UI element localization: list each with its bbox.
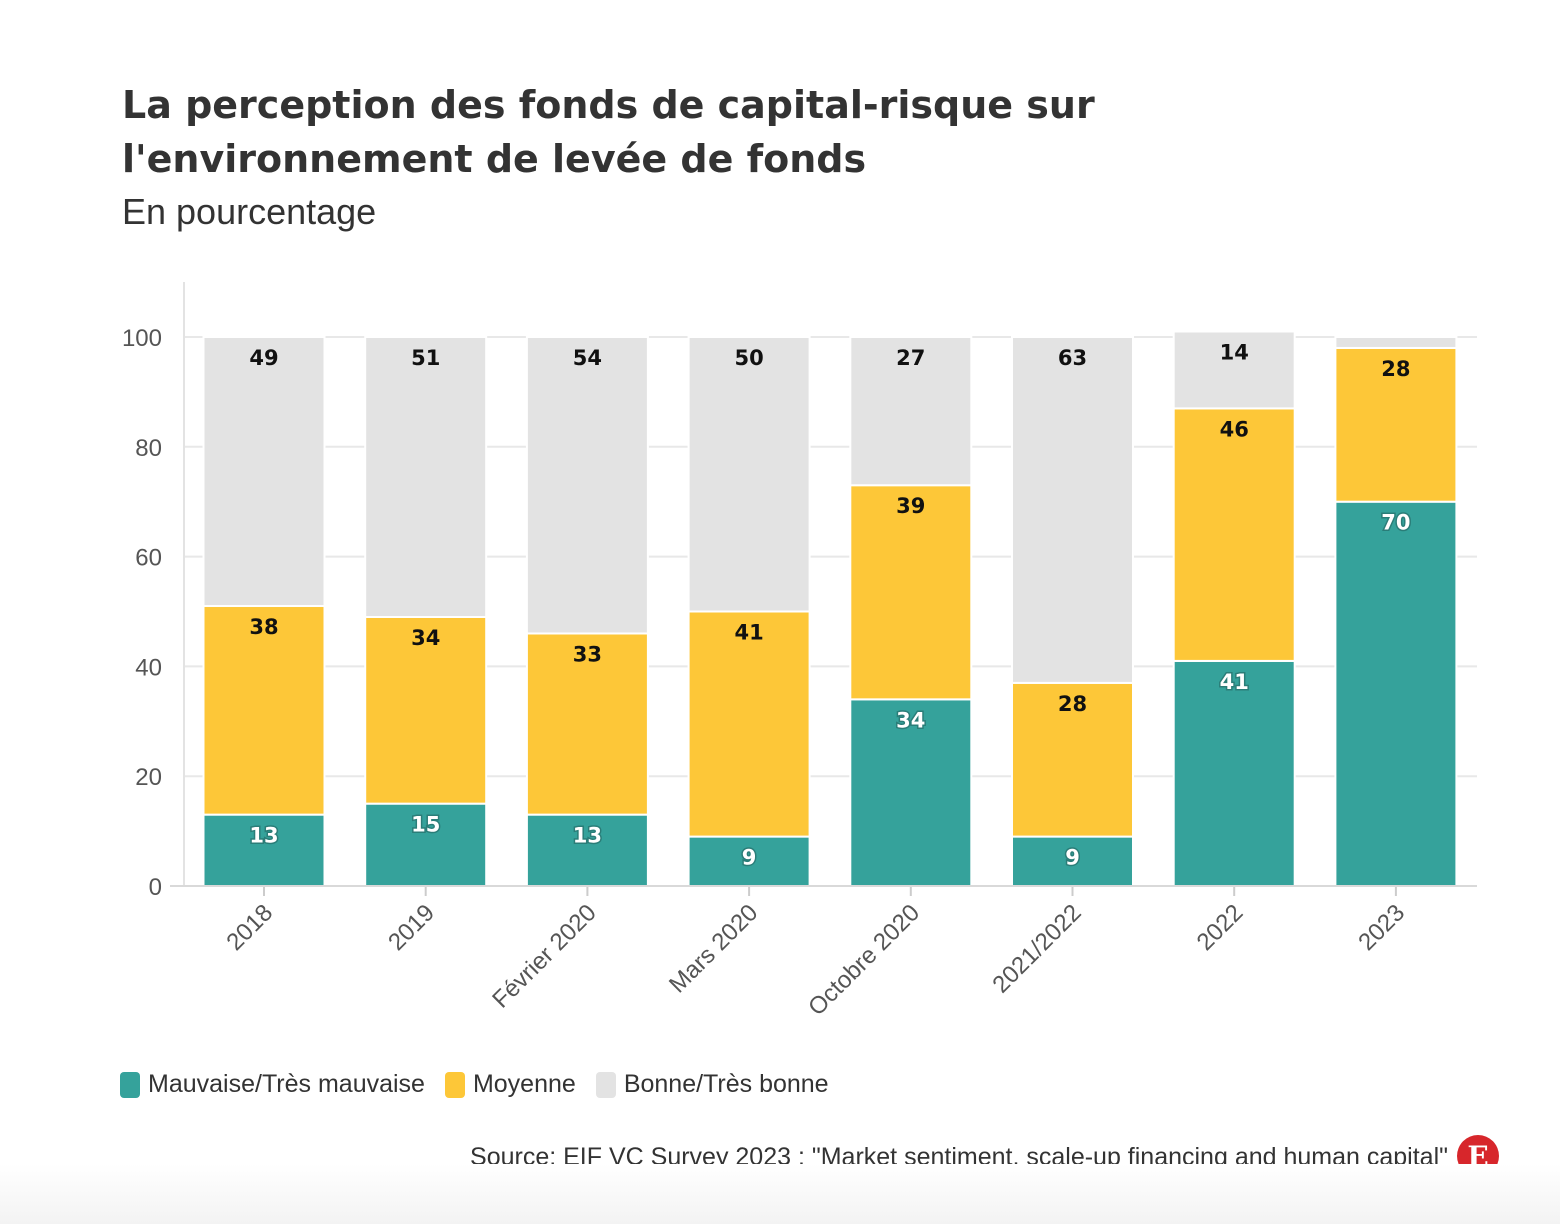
x-tick-label: Mars 2020	[664, 899, 763, 998]
bar-data-label: 70	[1381, 511, 1410, 535]
bar-segment	[1011, 336, 1134, 684]
bar-segment	[1172, 407, 1296, 662]
bar-data-label: 33	[573, 642, 602, 666]
bar-data-label: 34	[896, 708, 925, 732]
bar-segment	[525, 632, 649, 816]
bar-data-label: 38	[249, 615, 278, 639]
chart-title: La perception des fonds de capital-risqu…	[122, 83, 1095, 181]
bar-data-label: 41	[1220, 670, 1249, 694]
bar-data-label: 9	[742, 846, 757, 870]
bar-segment	[1334, 346, 1458, 503]
bar-segment	[1172, 659, 1296, 887]
bar-segment	[1011, 681, 1134, 838]
x-tick-label: Octobre 2020	[803, 899, 925, 1021]
legend-swatch-bonne	[595, 1071, 616, 1098]
legend-label-moyenne: Moyenne	[472, 1070, 576, 1098]
bar-segment	[1334, 500, 1458, 887]
bar-data-label: 14	[1220, 341, 1249, 365]
bar-segment	[687, 336, 811, 613]
bar-data-label: 13	[573, 824, 602, 848]
bar-data-label: 34	[411, 626, 440, 650]
y-tick-label: 0	[149, 874, 162, 901]
bar-data-label: 28	[1381, 357, 1410, 381]
bottom-fade	[0, 1164, 1560, 1224]
bar-data-label: 27	[896, 346, 925, 370]
y-tick-label: 40	[135, 654, 162, 681]
y-tick-label: 60	[135, 545, 162, 572]
bar-segment	[1172, 330, 1296, 410]
bar-segment	[525, 813, 649, 888]
x-tick-label: 2021/2022	[987, 899, 1086, 998]
legend-item-bonne[interactable]: Bonne/Très bonne	[595, 1070, 829, 1099]
x-tick-label: 2019	[383, 899, 440, 956]
bar-data-label: 28	[1058, 692, 1087, 716]
legend-item-moyenne[interactable]: Moyenne	[444, 1070, 576, 1099]
bar-segment	[687, 835, 811, 888]
legend-item-mauvaise[interactable]: Mauvaise/Très mauvaise	[120, 1070, 425, 1099]
x-tick-label: Février 2020	[487, 899, 601, 1013]
x-tick-label: 2022	[1192, 899, 1249, 956]
bar-data-label: 13	[249, 824, 278, 848]
legend-label-mauvaise: Mauvaise/Très mauvaise	[148, 1070, 425, 1098]
bar-segment	[364, 802, 488, 888]
bar-data-label: 41	[734, 621, 763, 645]
data-labels: 13 38 49 15 34 51 13 33 54 9 41 50 34 39 27 9 28 63 41 46 14…	[248, 341, 1412, 872]
bar-segment	[849, 698, 973, 887]
bar-data-label: 51	[411, 346, 440, 370]
bar-segment	[202, 336, 326, 608]
bar-data-label: 50	[734, 346, 763, 370]
y-tick-label: 20	[135, 764, 162, 791]
bar-data-label: 63	[1058, 346, 1087, 370]
x-tick-label: 2018	[221, 899, 278, 956]
stacked-bar-chart: 13 38 49 15 34 51 13 33 54 9 41 50 34 39 27 9 28 63 41 46 14…	[122, 282, 1477, 1021]
chart-subtitle: En pourcentage	[122, 191, 377, 232]
bar-segment	[849, 484, 973, 701]
bar-segment	[849, 336, 973, 487]
legend-swatch-moyenne	[444, 1071, 465, 1098]
bar-segment	[1334, 336, 1458, 349]
bar-data-label: 15	[411, 813, 440, 837]
bar-segment	[364, 336, 488, 618]
bar-segment	[525, 336, 649, 635]
legend-swatch-mauvaise	[120, 1071, 140, 1098]
bar-segment	[202, 605, 326, 816]
legend-label-bonne: Bonne/Très bonne	[623, 1070, 829, 1098]
bar-data-label: 54	[573, 346, 602, 370]
bars	[202, 330, 1458, 888]
y-tick-label: 100	[122, 325, 162, 352]
bar-data-label: 46	[1220, 417, 1249, 441]
y-tick-label: 80	[135, 435, 162, 462]
bar-data-label: 39	[896, 494, 925, 518]
x-tick-label: 2023	[1353, 899, 1410, 956]
bar-data-label: 49	[249, 346, 278, 370]
legend: Mauvaise/Très mauvaise Moyenne Bonne/Trè…	[120, 1070, 835, 1099]
bar-data-label: 9	[1065, 846, 1080, 870]
bar-segment	[687, 610, 811, 838]
